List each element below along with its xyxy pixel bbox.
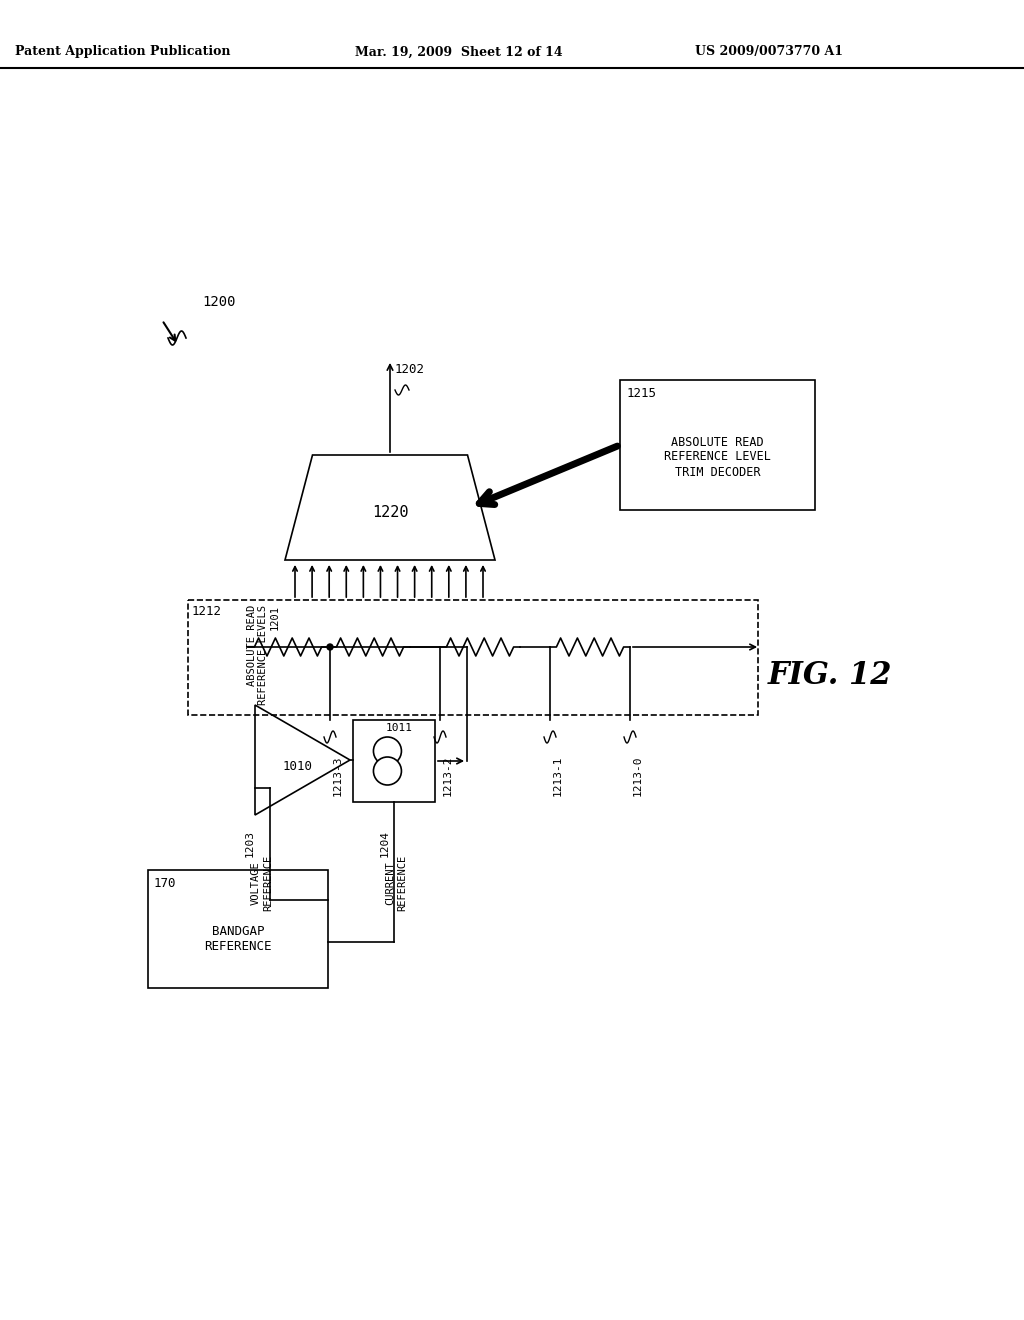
Text: 1010: 1010 [283, 759, 312, 772]
Text: 1220: 1220 [372, 506, 409, 520]
Text: 1213-0: 1213-0 [633, 755, 643, 796]
Text: BANDGAP
REFERENCE: BANDGAP REFERENCE [204, 925, 271, 953]
Bar [148, 870, 328, 987]
Text: ABSOLUTE READ
REFERENCE LEVELS
1201: ABSOLUTE READ REFERENCE LEVELS 1201 [247, 605, 280, 705]
Text: US 2009/0073770 A1: US 2009/0073770 A1 [695, 45, 843, 58]
Text: 1204: 1204 [380, 830, 390, 857]
Circle shape [374, 737, 401, 766]
Circle shape [327, 644, 333, 649]
Bar [188, 601, 758, 715]
Text: Mar. 19, 2009  Sheet 12 of 14: Mar. 19, 2009 Sheet 12 of 14 [355, 45, 562, 58]
Text: 1202: 1202 [395, 363, 425, 376]
Text: 1200: 1200 [202, 294, 236, 309]
Bar [620, 380, 815, 510]
Text: 1203: 1203 [245, 830, 255, 857]
Polygon shape [255, 705, 350, 814]
Text: 1215: 1215 [627, 387, 657, 400]
Text: VOLTAGE
REFERENCE: VOLTAGE REFERENCE [251, 855, 272, 911]
Text: CURRENT
REFERENCE: CURRENT REFERENCE [385, 855, 407, 911]
Text: 1213-3: 1213-3 [333, 755, 343, 796]
Text: 1212: 1212 [193, 605, 222, 618]
Bar [353, 719, 435, 803]
Text: 1213-1: 1213-1 [553, 755, 563, 796]
Text: 1011: 1011 [385, 723, 413, 733]
Text: FIG. 12: FIG. 12 [768, 660, 893, 690]
Text: Patent Application Publication: Patent Application Publication [15, 45, 230, 58]
Polygon shape [285, 455, 495, 560]
Circle shape [374, 756, 401, 785]
Text: ABSOLUTE READ
REFERENCE LEVEL
TRIM DECODER: ABSOLUTE READ REFERENCE LEVEL TRIM DECOD… [664, 436, 771, 479]
Text: 1213-2: 1213-2 [443, 755, 453, 796]
Text: 170: 170 [154, 876, 176, 890]
